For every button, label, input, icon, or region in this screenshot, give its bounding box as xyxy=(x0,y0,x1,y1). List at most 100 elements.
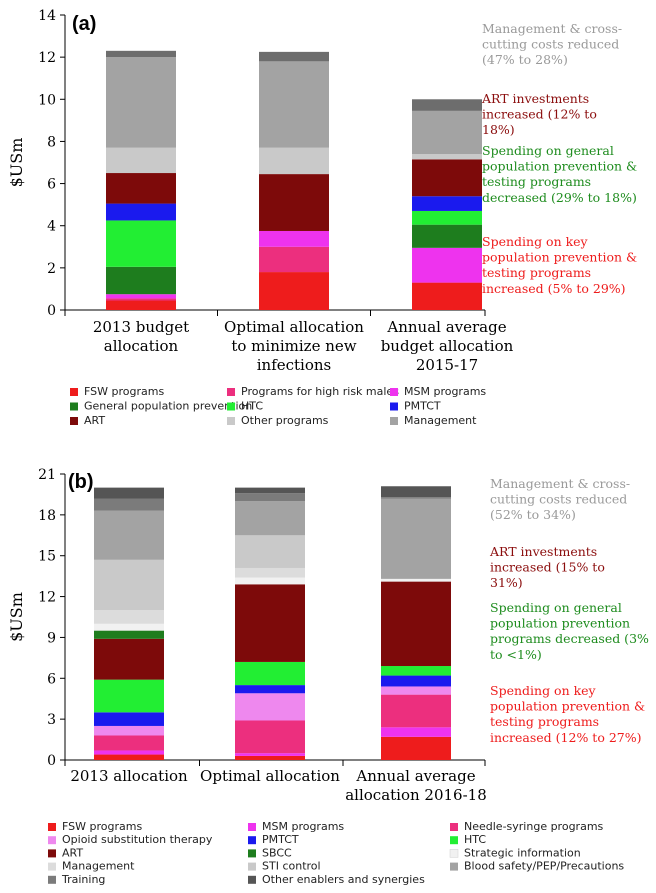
annotation-text: 18%) xyxy=(482,122,515,137)
bar-segment-msm-programs xyxy=(106,294,176,299)
annotation-text: Spending on general xyxy=(490,600,622,615)
annotation-text: ART investments xyxy=(481,91,589,106)
bar-segment-management xyxy=(259,61,329,148)
annotation-text: testing programs xyxy=(482,265,591,280)
bar-segment-needle-syringe-programs xyxy=(94,735,164,751)
bar-segment-sti-control xyxy=(94,559,164,611)
category-label: 2015-17 xyxy=(416,356,478,374)
legend-entry: ART xyxy=(62,846,83,859)
bar-segment-training xyxy=(235,493,305,502)
legend-entry: PMTCT xyxy=(404,400,441,413)
bar-segment-other-programs xyxy=(412,154,482,160)
legend-swatch xyxy=(390,417,398,425)
y-axis-label: $USm xyxy=(7,138,26,188)
annotation-text: Spending on general xyxy=(482,143,614,158)
bar-segment-sbcc xyxy=(94,630,164,639)
y-tick-label: 8 xyxy=(47,134,56,150)
legend-swatch xyxy=(248,875,256,884)
annotation-text: increased (5% to 29%) xyxy=(482,281,626,296)
legend-swatch xyxy=(248,836,256,845)
bar-segment-fsw-programs xyxy=(94,754,164,760)
legend-swatch xyxy=(70,402,78,411)
bar-segment-strategic-information xyxy=(381,578,451,582)
bar-segment-management xyxy=(106,57,176,148)
bar-segment-msm-programs xyxy=(94,750,164,755)
category-label: allocation 2016-18 xyxy=(345,786,487,804)
bar-segment-htc xyxy=(412,210,482,225)
y-tick-label: 18 xyxy=(38,508,56,524)
annotation-text: testing programs xyxy=(482,174,591,189)
legend-swatch xyxy=(48,862,56,871)
category-label: 2013 allocation xyxy=(70,767,188,785)
annotation-text: to <1%) xyxy=(490,647,542,662)
legend-swatch xyxy=(48,836,56,845)
bar-segment-other-programs xyxy=(106,147,176,174)
annotation-text: population prevention & xyxy=(482,159,637,174)
bar-segment-htc xyxy=(106,220,176,267)
bar-segment-fsw-programs xyxy=(106,300,176,310)
category-label: Annual average xyxy=(386,318,506,336)
legend-entry: ART xyxy=(84,414,105,427)
legend-swatch xyxy=(227,417,235,425)
bar-segment-unlabeled xyxy=(106,50,176,58)
legend-entry: Management xyxy=(62,860,135,873)
bar-segment-art xyxy=(412,159,482,197)
legend-swatch xyxy=(227,388,235,396)
bar-segment-sti-control xyxy=(235,535,305,568)
bar-segment-art xyxy=(94,638,164,680)
legend-entry: Other programs xyxy=(241,414,329,427)
legend-swatch xyxy=(390,388,398,396)
bar-segment-strategic-information xyxy=(94,623,164,631)
panel-label: (a) xyxy=(72,13,96,35)
annotation-text: (52% to 34%) xyxy=(490,507,576,522)
y-tick-label: 10 xyxy=(38,92,56,108)
bar-segment-msm-programs xyxy=(235,753,305,756)
legend-swatch xyxy=(390,402,398,411)
annotation-text: Spending on key xyxy=(490,683,597,698)
bar-segment-programs-for-high-risk-males xyxy=(259,246,329,273)
category-label: Annual average xyxy=(355,767,475,785)
legend-entry: Other enablers and synergies xyxy=(262,873,425,886)
y-axis-label: $USm xyxy=(7,592,26,642)
bar-segment-fsw-programs xyxy=(381,736,451,760)
bar-segment-training xyxy=(94,498,164,511)
legend-swatch xyxy=(48,875,56,884)
annotation-text: (47% to 28%) xyxy=(482,52,568,67)
bar-segment-other-programs xyxy=(259,147,329,175)
legend-entry: SBCC xyxy=(262,846,292,859)
annotation-text: Spending on key xyxy=(482,234,589,249)
annotation-text: cutting costs reduced xyxy=(490,492,627,507)
bar-segment-blood-safety-pep-precautions xyxy=(94,510,164,560)
annotation-text: decreased (29% to 18%) xyxy=(482,190,637,205)
bar-segment-htc xyxy=(381,666,451,676)
category-label: Optimal allocation xyxy=(224,318,364,336)
bar-segment-unlabeled xyxy=(259,51,329,62)
category-label: allocation xyxy=(104,337,179,355)
legend-entry: Opioid substitution therapy xyxy=(62,833,213,846)
y-tick-label: 0 xyxy=(47,753,56,769)
bar-segment-needle-syringe-programs xyxy=(235,720,305,754)
legend-entry: HTC xyxy=(464,833,486,846)
bar-segment-management xyxy=(235,567,305,578)
category-label: to minimize new xyxy=(231,337,356,355)
legend-swatch xyxy=(248,849,256,858)
annotation-text: Management & cross- xyxy=(490,476,630,491)
annotation-text: population prevention & xyxy=(482,250,637,265)
chart-panel-b: (b) 0 3 6 9 12 15 18 21 $USm 2013 allocation Optima… xyxy=(7,467,649,886)
bar-segment-programs-for-high-risk-males xyxy=(106,298,176,301)
legend-entry: Programs for high risk males xyxy=(241,385,399,398)
legend-swatch xyxy=(450,836,458,845)
bar-segment-opioid-substitution-therapy xyxy=(94,725,164,736)
y-tick-label: 2 xyxy=(47,261,56,277)
legend-swatch xyxy=(227,402,235,411)
bar-segment-htc xyxy=(94,679,164,713)
category-label: infections xyxy=(257,356,332,374)
bar-segment-art xyxy=(235,584,305,662)
legend-entry: MSM programs xyxy=(404,385,486,398)
bar-segment-other-enablers-and-synergies xyxy=(235,487,305,494)
legend-entry: Management xyxy=(404,414,477,427)
legend-swatch xyxy=(248,862,256,871)
legend-swatch xyxy=(48,849,56,858)
legend-entry: Needle-syringe programs xyxy=(464,820,604,833)
legend-entry: General population prevention xyxy=(84,400,252,413)
